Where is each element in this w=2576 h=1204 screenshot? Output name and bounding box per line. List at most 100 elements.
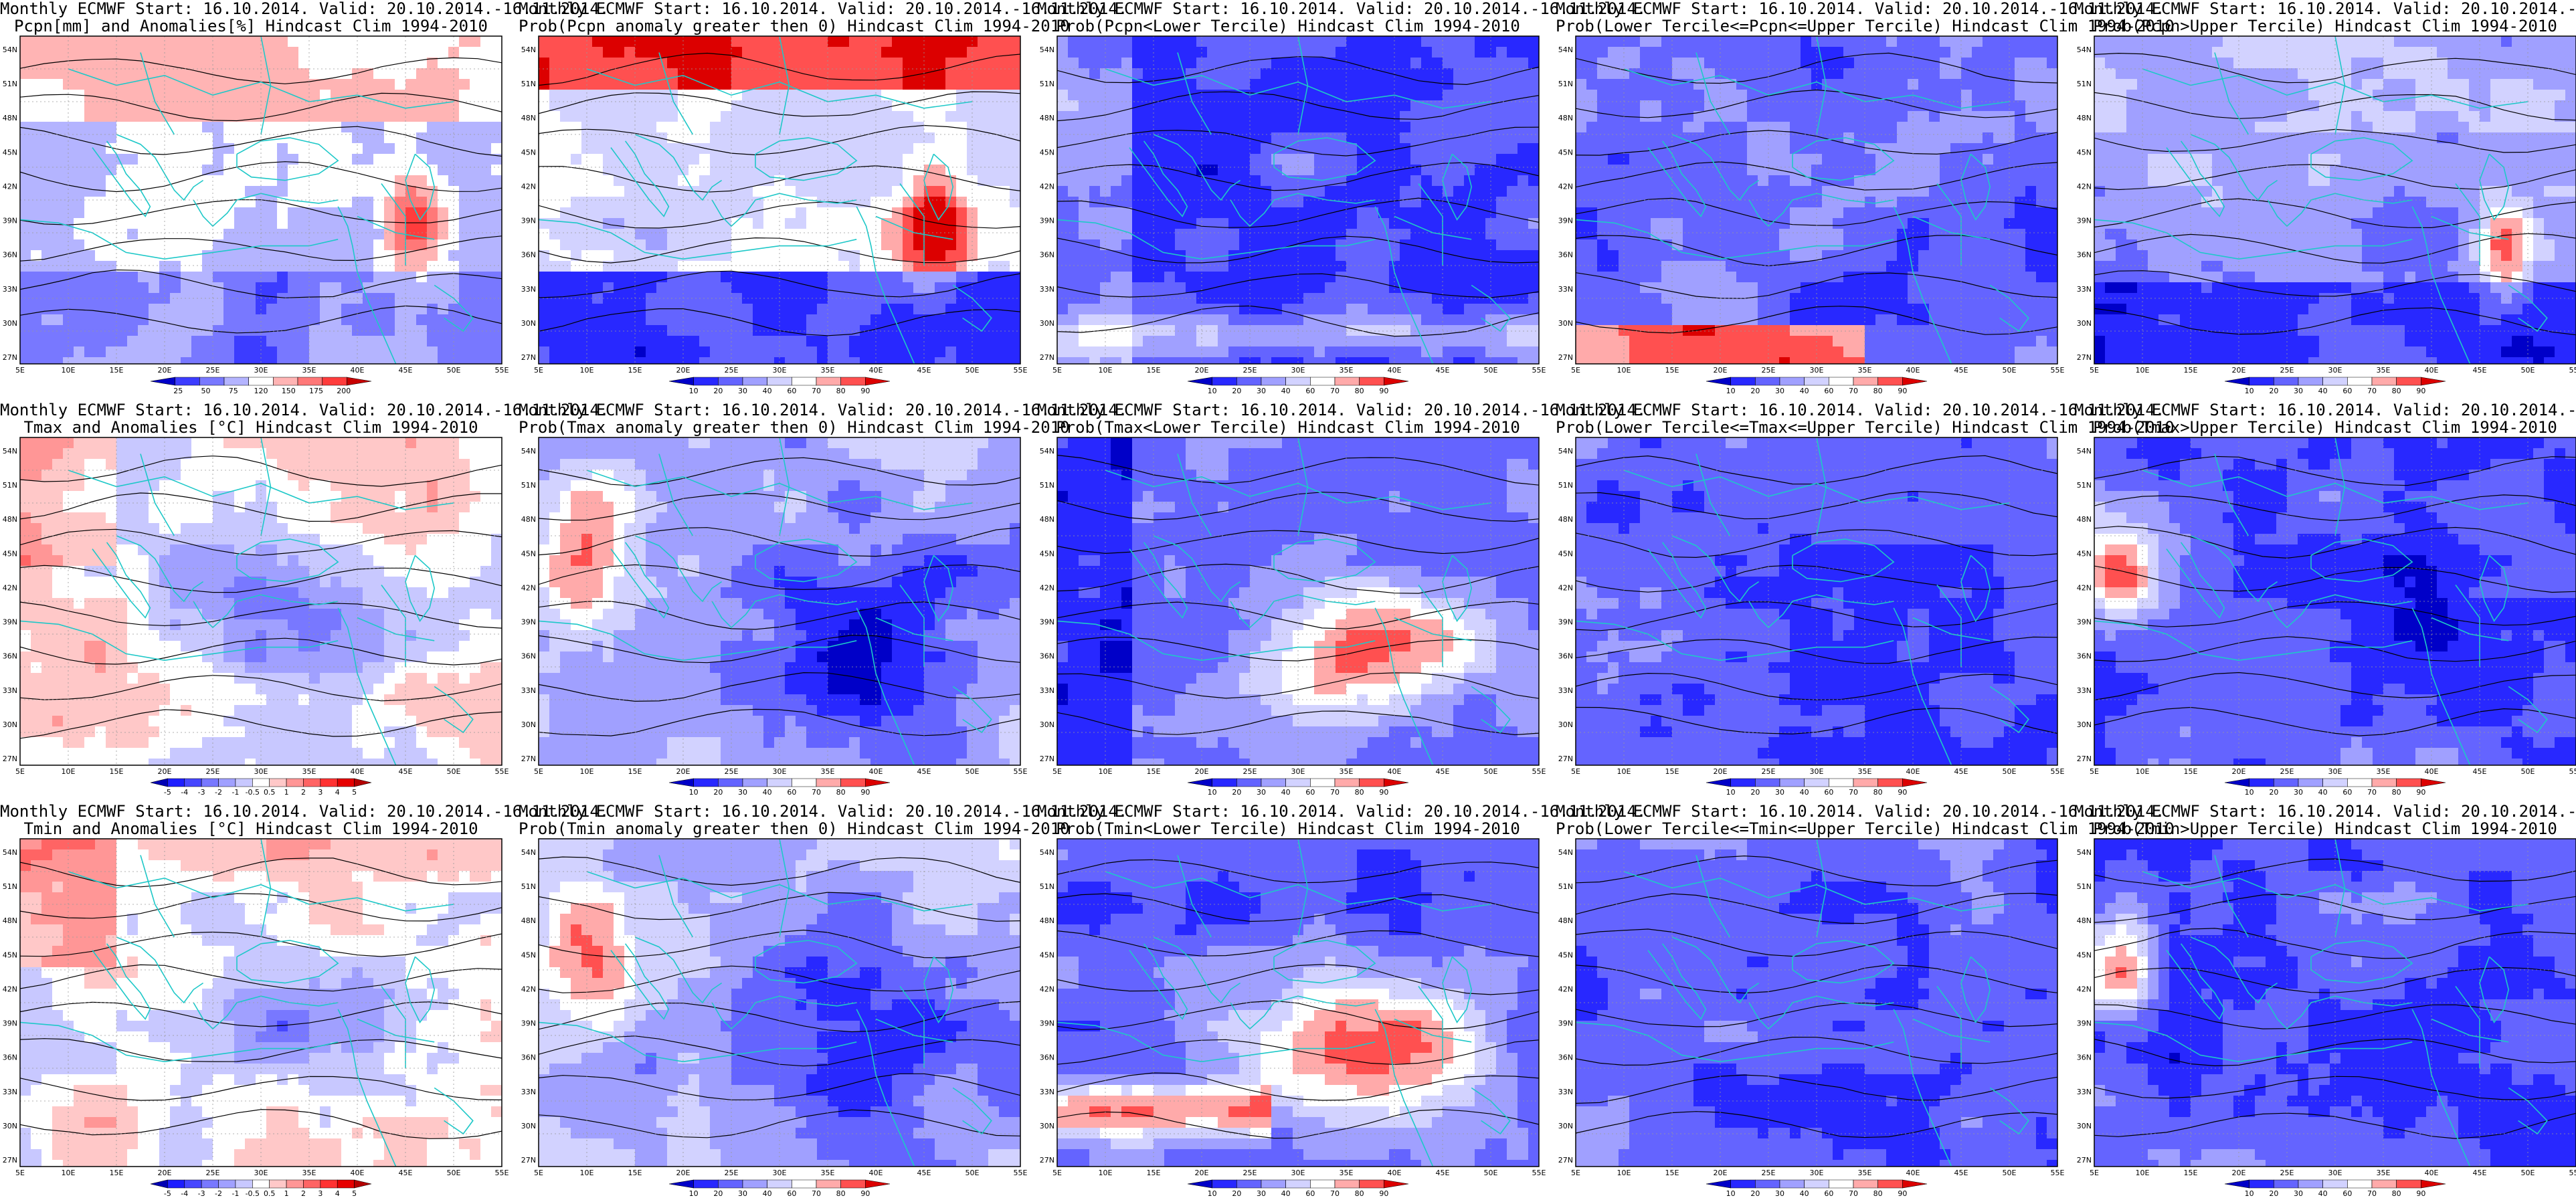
lon-tick-label: 50E: [447, 1169, 461, 1177]
lon-tick-label: 20E: [158, 767, 172, 776]
colorbar-swatch: [816, 377, 841, 386]
colorbar-swatch: [1804, 778, 1829, 787]
lat-tick-label: 51N: [3, 882, 17, 891]
colorbar-tick-label: 10: [1726, 1189, 1736, 1198]
lat-tick-label: 30N: [521, 319, 536, 328]
lon-tick-label: 40E: [351, 366, 365, 375]
lon-tick-label: 25E: [1762, 767, 1776, 776]
lat-lon-grid: [539, 839, 1020, 1167]
map-frame: [1056, 35, 1540, 365]
lat-lon-grid: [2094, 839, 2576, 1167]
lat-tick-label: 33N: [1040, 1088, 1054, 1096]
lat-tick-label: 27N: [2077, 755, 2092, 763]
colorbar-swatch: [2371, 778, 2397, 787]
colorbar-tick-label: 20: [1232, 387, 1241, 395]
colorbar-swatch: [840, 778, 866, 787]
panel-title: Monthly ECMWF Start: 16.10.2014. Valid: …: [1037, 803, 1646, 820]
colorbar-tick-label: 20: [2269, 788, 2278, 797]
lat-tick-label: 39N: [1558, 1019, 1573, 1028]
colorbar-tick-label: 10: [1726, 387, 1736, 395]
lat-tick-label: 54N: [1040, 447, 1054, 456]
lon-tick-label: 45E: [1954, 366, 1968, 375]
colorbar-tick-label: 80: [1355, 1189, 1364, 1198]
coastlines: [539, 437, 992, 765]
lat-tick-label: 30N: [521, 720, 536, 729]
colorbar-swatch: [1779, 1179, 1805, 1189]
lon-tick-label: 50E: [2521, 1169, 2535, 1177]
panel-subtitle: Prob(Tmin>Upper Tercile) Hindcast Clim 1…: [2074, 820, 2576, 837]
colorbar-tick-label: 30: [738, 1189, 747, 1198]
colorbar-swatch: [668, 377, 694, 386]
lon-tick-label: 25E: [2280, 1169, 2294, 1177]
lat-tick-label: 54N: [3, 848, 17, 857]
lon-tick-label: 50E: [447, 767, 461, 776]
colorbar-tick-label: 90: [860, 1189, 870, 1198]
lat-tick-label: 30N: [2077, 319, 2092, 328]
colorbar-tick-label: 80: [836, 788, 846, 797]
colorbar-swatch: [2298, 377, 2323, 386]
lon-tick-label: 40E: [1388, 366, 1402, 375]
lon-tick-label: 15E: [628, 767, 642, 776]
colorbar-swatch: [1730, 377, 1756, 386]
colorbar-swatch: [1310, 778, 1336, 787]
colorbar-tick-label: 30: [2294, 788, 2303, 797]
shaded-field: [1576, 839, 2057, 1167]
colorbar-tick-label: 80: [2392, 387, 2401, 395]
lon-tick-label: 25E: [206, 767, 220, 776]
lat-lon-grid: [1057, 839, 1539, 1167]
lat-tick-label: 30N: [1558, 319, 1573, 328]
lon-tick-label: 10E: [1617, 767, 1631, 776]
lon-tick-label: 50E: [2521, 366, 2535, 375]
colorbar-swatch: [184, 778, 202, 787]
map-frame: [2094, 437, 2576, 766]
lon-tick-label: 35E: [302, 366, 316, 375]
lat-tick-label: 39N: [521, 618, 536, 627]
colorbar-swatch: [2396, 377, 2421, 386]
colorbar-swatch: [865, 1179, 891, 1189]
lat-lon-grid: [539, 437, 1020, 765]
panel-title: Monthly ECMWF Start: 16.10.2014. Valid: …: [2074, 0, 2576, 17]
lat-tick-label: 51N: [1558, 481, 1573, 490]
colorbar-swatch: [273, 377, 298, 386]
colorbar-swatch: [218, 778, 236, 787]
colorbar-swatch: [668, 778, 694, 787]
panel-subtitle: Prob(Tmax anomaly greater then 0) Hindca…: [519, 419, 1070, 436]
colorbar-swatch: [2421, 377, 2446, 386]
colorbar-swatch: [1261, 377, 1286, 386]
colorbar-swatch: [2347, 778, 2373, 787]
colorbar-tick-label: 40: [763, 788, 772, 797]
colorbar-swatch: [150, 377, 175, 386]
colorbar-swatch: [2396, 1179, 2421, 1189]
map-frame: [2094, 35, 2576, 365]
lon-tick-label: 55E: [495, 767, 509, 776]
colorbar-tick-label: 20: [2269, 1189, 2278, 1198]
colorbar-swatch: [767, 778, 792, 787]
colorbar-swatch: [816, 778, 841, 787]
contour-lines: [2094, 456, 2576, 736]
shaded-field: [1057, 437, 1539, 765]
colorbar-swatch: [792, 1179, 817, 1189]
colorbar-tick-label: 1: [284, 788, 289, 797]
lat-tick-label: 54N: [2077, 45, 2092, 54]
colorbar-swatch: [2371, 377, 2397, 386]
lat-tick-label: 30N: [2077, 720, 2092, 729]
lon-tick-label: 10E: [2136, 1169, 2150, 1177]
lat-tick-label: 36N: [2077, 251, 2092, 260]
lon-tick-label: 30E: [773, 767, 787, 776]
lat-tick-label: 27N: [1040, 1156, 1054, 1165]
lon-tick-label: 5E: [1052, 366, 1062, 375]
colorbar-tick-label: 70: [1330, 387, 1340, 395]
colorbar-swatch: [1779, 778, 1805, 787]
lat-tick-label: 51N: [2077, 882, 2092, 891]
lon-tick-label: 25E: [1243, 767, 1257, 776]
lon-tick-label: 25E: [725, 366, 739, 375]
lon-tick-label: 10E: [62, 767, 76, 776]
lat-tick-label: 33N: [521, 285, 536, 294]
lat-tick-label: 42N: [2077, 985, 2092, 993]
colorbar-swatch: [1236, 377, 1262, 386]
